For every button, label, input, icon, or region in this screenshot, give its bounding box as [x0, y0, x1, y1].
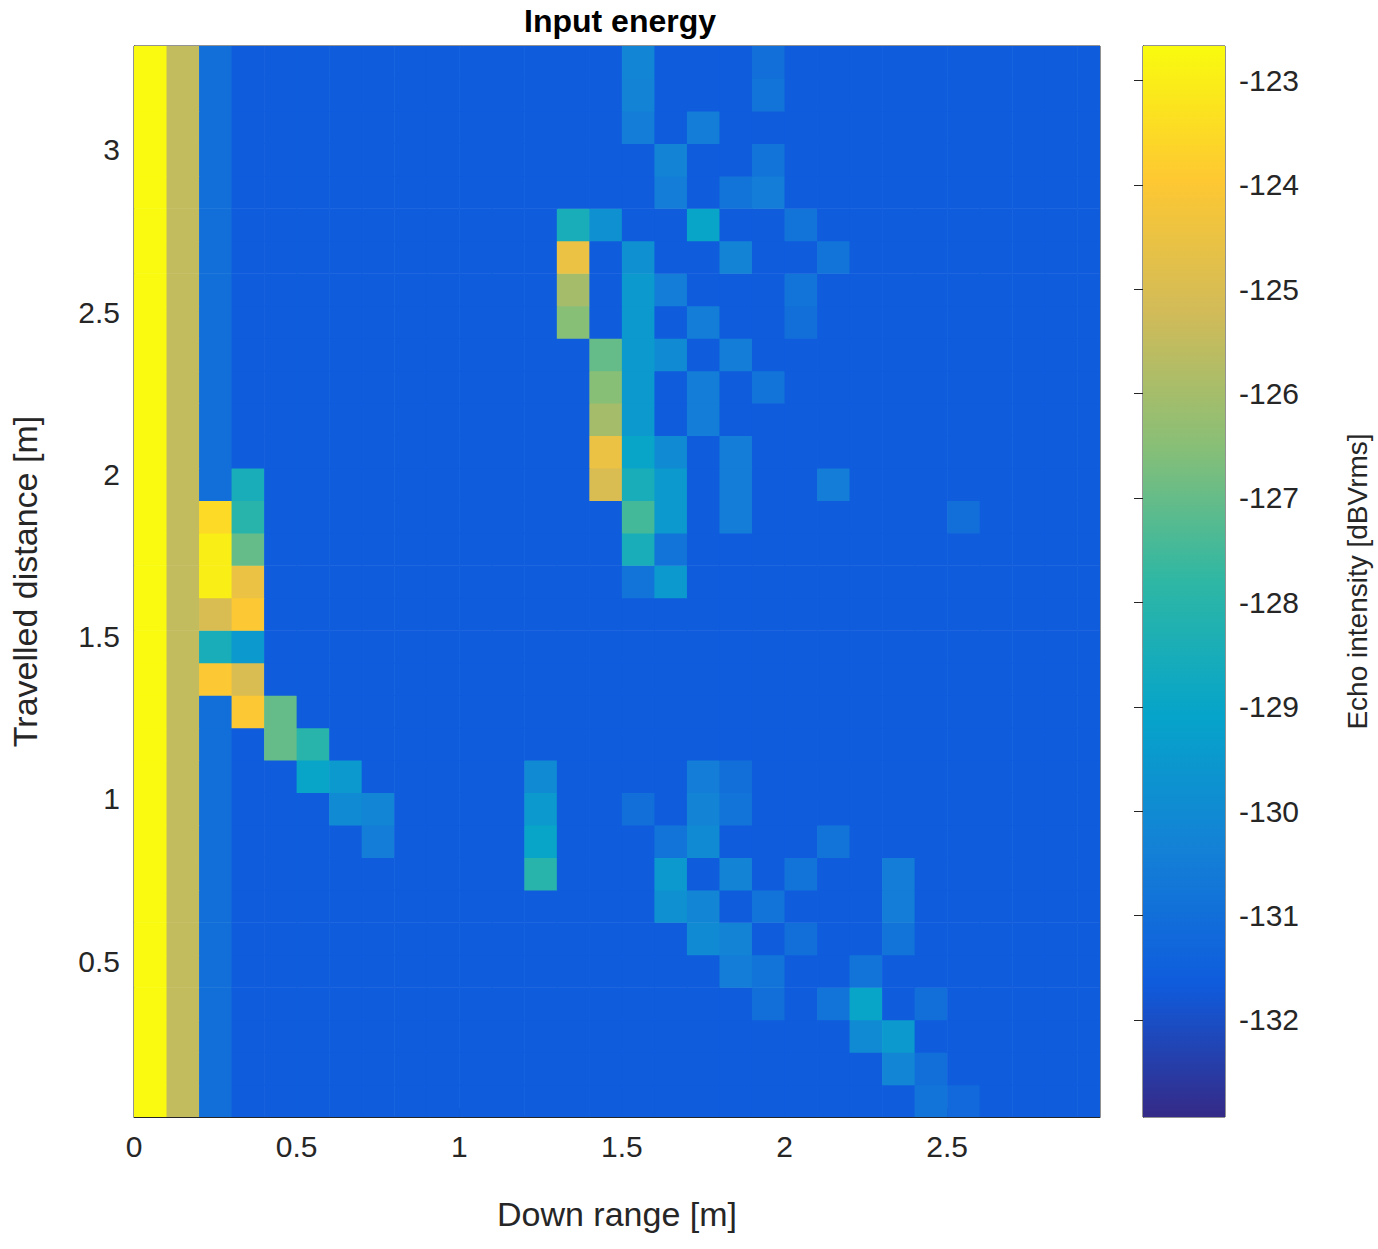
svg-text:2: 2 [103, 458, 120, 491]
svg-text:1: 1 [451, 1130, 468, 1163]
svg-text:2.5: 2.5 [926, 1130, 968, 1163]
svg-text:1: 1 [103, 782, 120, 815]
svg-text:Down range [m]: Down range [m] [497, 1195, 737, 1233]
svg-text:-128: -128 [1239, 586, 1299, 619]
svg-text:-123: -123 [1239, 64, 1299, 97]
svg-text:1.5: 1.5 [601, 1130, 643, 1163]
svg-text:-129: -129 [1239, 690, 1299, 723]
svg-text:0.5: 0.5 [78, 945, 120, 978]
svg-text:-130: -130 [1239, 795, 1299, 828]
svg-text:-125: -125 [1239, 273, 1299, 306]
svg-text:0.5: 0.5 [276, 1130, 318, 1163]
svg-text:Input energy: Input energy [524, 3, 716, 39]
svg-text:3: 3 [103, 133, 120, 166]
svg-text:-124: -124 [1239, 168, 1299, 201]
svg-text:1.5: 1.5 [78, 620, 120, 653]
svg-text:-126: -126 [1239, 377, 1299, 410]
svg-text:Echo intensity [dBVrms]: Echo intensity [dBVrms] [1342, 433, 1373, 729]
svg-text:2: 2 [776, 1130, 793, 1163]
svg-text:2.5: 2.5 [78, 296, 120, 329]
svg-text:-127: -127 [1239, 481, 1299, 514]
svg-text:Travelled distance [m]: Travelled distance [m] [6, 416, 44, 747]
svg-text:0: 0 [126, 1130, 143, 1163]
svg-text:-132: -132 [1239, 1003, 1299, 1036]
svg-text:-131: -131 [1239, 899, 1299, 932]
